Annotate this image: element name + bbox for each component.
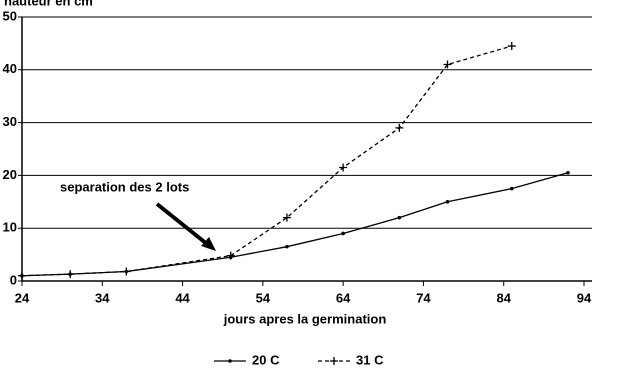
y-tick-label: 40 [3, 61, 17, 76]
x-tick-label: 74 [416, 290, 431, 305]
point [282, 213, 291, 222]
point [395, 123, 404, 132]
x-axis-label: jours apres la germination [223, 311, 387, 326]
legend-label: 31 C [356, 352, 384, 367]
x-tick-label: 94 [577, 290, 592, 305]
x-tick-label: 34 [95, 290, 110, 305]
y-axis-label: hauteur en cm [4, 0, 93, 8]
series-line [21, 45, 512, 277]
annotation: separation des 2 lots [60, 179, 189, 194]
y-tick-label: 20 [3, 167, 17, 182]
point [226, 251, 235, 260]
series-line [21, 172, 569, 277]
point [566, 170, 570, 175]
y-tick-label: 0 [10, 272, 17, 287]
x-tick-label: 64 [336, 290, 351, 305]
point [445, 200, 450, 204]
point [339, 163, 348, 172]
x-tick-label: 84 [496, 290, 511, 305]
y-tick-label: 50 [3, 8, 17, 23]
y-tick-label: 10 [3, 220, 17, 235]
point [397, 215, 402, 220]
point [285, 244, 289, 249]
point [122, 267, 131, 276]
x-tick-label: 44 [175, 290, 190, 305]
point [341, 231, 345, 236]
point [66, 270, 75, 279]
legend-marker [228, 359, 232, 363]
point [507, 42, 516, 51]
point [18, 271, 26, 280]
point [443, 60, 452, 69]
y-tick-label: 30 [3, 114, 17, 129]
legend-label: 20 C [252, 352, 280, 367]
x-tick-label: 54 [256, 290, 271, 305]
point [509, 186, 514, 191]
annotation-arrow [155, 202, 209, 246]
x-tick-label: 24 [15, 290, 30, 305]
legend-marker [330, 357, 338, 365]
arrow-head [201, 237, 216, 251]
